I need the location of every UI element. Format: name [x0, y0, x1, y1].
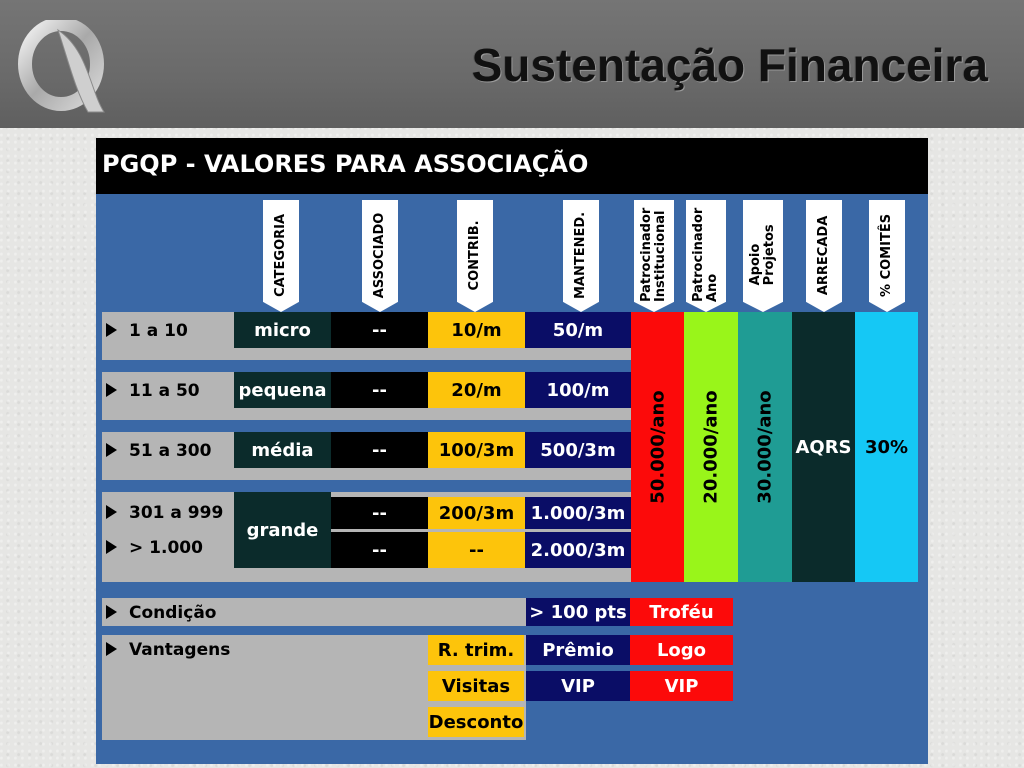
vantagens-patrocinador-cell-1: Logo — [630, 635, 733, 665]
column-header-arrecada: ARRECADA — [806, 200, 842, 312]
row-label-2: 11 a 50 — [106, 381, 200, 401]
vantagens-contrib-cell-3: Desconto — [428, 707, 524, 737]
row-label-5: > 1.000 — [106, 538, 203, 558]
apoio-projetos-value: 30.000/ano — [754, 390, 776, 504]
contrib-cell-5: -- — [428, 532, 525, 568]
arrecada-value: AQRS — [795, 436, 852, 458]
slide-header: Sustentação Financeira — [0, 0, 1024, 128]
mantened-cell-3: 500/3m — [525, 432, 631, 468]
categoria-cell-2: pequena — [234, 372, 331, 408]
mantened-cell-2: 100/m — [525, 372, 631, 408]
mantened-cell-1: 50/m — [525, 312, 631, 348]
patrocinador-ano-column: 20.000/ano — [684, 312, 738, 582]
vantagens-mantened-cell-2: VIP — [526, 671, 630, 701]
vantagens-contrib-cell-2: Visitas — [428, 671, 524, 701]
contrib-cell-2: 20/m — [428, 372, 525, 408]
triangle-bullet-icon — [106, 443, 117, 457]
association-values-table: PGQP - VALORES PARA ASSOCIAÇÃO CATEGORIA… — [96, 138, 928, 764]
categoria-cell-1: micro — [234, 312, 331, 348]
column-header-categoria: CATEGORIA — [263, 200, 299, 312]
mantened-cell-4: 1.000/3m — [525, 497, 631, 529]
vantagens-patrocinador-cell-2: VIP — [630, 671, 733, 701]
contrib-cell-1: 10/m — [428, 312, 525, 348]
column-header-contrib: CONTRIB. — [457, 200, 493, 312]
row-label-4: 301 a 999 — [106, 503, 223, 523]
categoria-cell-3: média — [234, 432, 331, 468]
row-strip-condicao — [102, 598, 526, 626]
condicao-patrocinador-cell: Troféu — [630, 598, 733, 626]
apoio-projetos-column: 30.000/ano — [738, 312, 792, 582]
comites-column: 30% — [855, 312, 918, 582]
triangle-bullet-icon — [106, 505, 117, 519]
triangle-bullet-icon — [106, 383, 117, 397]
table-heading-bar: PGQP - VALORES PARA ASSOCIAÇÃO — [96, 138, 928, 194]
triangle-bullet-icon — [106, 605, 117, 619]
condicao-mantened-cell: > 100 pts — [526, 598, 630, 626]
slide-title: Sustentação Financeira — [471, 39, 988, 91]
column-header-apoio-projetos: Apoio Projetos — [743, 200, 783, 312]
patrocinador-institucional-value: 50.000/ano — [647, 390, 668, 504]
mantened-cell-5: 2.000/3m — [525, 532, 631, 568]
vantagens-mantened-cell-1: Prêmio — [526, 635, 630, 665]
arrecada-column: AQRS — [792, 312, 855, 582]
row-label-vantagens: Vantagens — [106, 640, 230, 660]
associado-cell-1: -- — [331, 312, 428, 348]
associado-cell-5: -- — [331, 532, 428, 568]
contrib-cell-4: 200/3m — [428, 497, 525, 529]
vantagens-contrib-cell-1: R. trim. — [428, 635, 524, 665]
patrocinador-ano-value: 20.000/ano — [700, 390, 722, 504]
row-label-1: 1 a 10 — [106, 321, 188, 341]
table-heading: PGQP - VALORES PARA ASSOCIAÇÃO — [102, 150, 589, 178]
patrocinador-institucional-column: 50.000/ano — [631, 312, 684, 582]
column-header-mantened: MANTENED. — [563, 200, 599, 312]
q-logo-icon — [18, 20, 105, 113]
triangle-bullet-icon — [106, 540, 117, 554]
row-label-3: 51 a 300 — [106, 441, 211, 461]
associado-cell-3: -- — [331, 432, 428, 468]
row-label-condicao: Condição — [106, 603, 216, 623]
triangle-bullet-icon — [106, 323, 117, 337]
comites-value: 30% — [864, 436, 909, 458]
column-header-comites: % COMITÊS — [869, 200, 905, 312]
categoria-cell-4: grande — [234, 492, 331, 568]
column-header-patrocinador-institucional: Patrocinador Institucional — [634, 200, 674, 312]
column-header-associado: ASSOCIADO — [362, 200, 398, 312]
associado-cell-2: -- — [331, 372, 428, 408]
associado-cell-4: -- — [331, 497, 428, 529]
contrib-cell-3: 100/3m — [428, 432, 525, 468]
column-header-patrocinador-ano: Patrocinador Ano — [686, 200, 726, 312]
triangle-bullet-icon — [106, 642, 117, 656]
